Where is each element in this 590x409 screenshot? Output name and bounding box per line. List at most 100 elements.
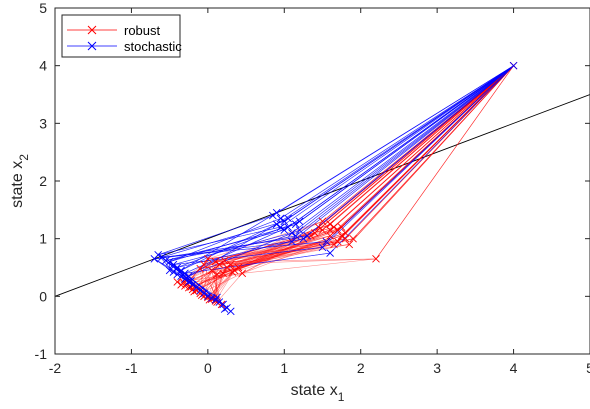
- robust-step1-marker: [307, 231, 315, 240]
- robust-step1-marker: [311, 229, 319, 237]
- robust-trajectory: [203, 65, 514, 303]
- stochastic-trajectory: [188, 65, 514, 301]
- robust-trajectory: [188, 65, 514, 288]
- robust-trajectory: [207, 65, 514, 298]
- stochastic-final-marker: [177, 272, 185, 280]
- stochastic-final-marker: [215, 298, 224, 306]
- stochastic-trajectory: [184, 65, 514, 303]
- robust-final-marker: [190, 287, 198, 296]
- stochastic-step1-marker: [291, 220, 300, 229]
- robust-trajectory: [215, 65, 514, 301]
- robust-step2-marker: [213, 270, 221, 279]
- stochastic-step1-marker: [288, 229, 296, 237]
- x-tick-label: 0: [204, 360, 212, 376]
- stochastic-trajectory: [184, 65, 514, 303]
- robust-trajectory: [201, 65, 514, 296]
- robust-step2-marker: [220, 256, 229, 265]
- robust-trajectory: [199, 65, 514, 294]
- robust-step1-marker: [333, 226, 342, 234]
- stochastic-final-marker: [226, 307, 235, 316]
- robust-step2-marker: [234, 263, 243, 272]
- robust-trajectory: [209, 65, 514, 300]
- stochastic-final-marker: [213, 293, 221, 302]
- stochastic-trajectory: [157, 65, 514, 273]
- stochastic-step1-marker: [322, 237, 331, 246]
- stochastic-step2-marker: [169, 260, 178, 269]
- robust-trajectory: [201, 65, 514, 296]
- robust-trajectory: [207, 65, 514, 298]
- stochastic-step1-marker: [284, 214, 292, 223]
- robust-step1-marker: [330, 223, 338, 231]
- robust-step1-marker: [318, 226, 327, 234]
- stochastic-step1-marker: [299, 234, 308, 243]
- stochastic-trajectory: [176, 65, 514, 309]
- robust-trajectory: [192, 65, 514, 290]
- x-tick-label: 2: [357, 360, 365, 376]
- robust-trajectory: [177, 65, 514, 283]
- y-tick-label: 5: [39, 0, 47, 16]
- x-tick-label: 4: [510, 360, 518, 376]
- stochastic-trajectory: [157, 65, 514, 299]
- robust-step1-marker: [330, 240, 338, 249]
- stochastic-step1-marker: [276, 214, 285, 223]
- stochastic-step1-marker: [295, 217, 304, 226]
- stochastic-trajectory: [157, 65, 514, 299]
- stochastic-trajectory: [157, 65, 514, 273]
- stochastic-trajectory: [172, 65, 514, 312]
- x-tick-label: 3: [433, 360, 441, 376]
- x-axis-label: state x1: [291, 382, 345, 404]
- robust-step1-marker: [349, 234, 357, 243]
- y-tick-label: 1: [39, 231, 47, 247]
- stochastic-step1-marker: [272, 208, 281, 217]
- stochastic-trajectory: [180, 65, 514, 305]
- y-tick-label: 0: [39, 288, 47, 304]
- robust-trajectory: [216, 65, 514, 303]
- robust-trajectory: [215, 65, 514, 303]
- y-tick-label: -1: [35, 346, 48, 362]
- stochastic-final-marker: [181, 275, 189, 283]
- stochastic-final-marker: [200, 289, 208, 298]
- stochastic-trajectory: [176, 65, 514, 309]
- y-axis-label-subscript: 2: [17, 154, 31, 161]
- stochastic-step1-marker: [284, 223, 292, 231]
- robust-trajectory: [193, 65, 514, 292]
- stochastic-step1-marker: [318, 243, 327, 252]
- robust-trajectory: [211, 65, 514, 300]
- x-tick-label: 5: [586, 360, 590, 376]
- robust-step1-marker: [326, 220, 334, 229]
- legend-robust-label: robust: [124, 23, 161, 38]
- robust-trajectory: [192, 65, 514, 290]
- stochastic-step2-marker: [165, 257, 174, 266]
- legend-stochastic-marker: [87, 41, 97, 51]
- robust-trajectory: [183, 65, 514, 283]
- robust-step1-marker: [341, 234, 350, 243]
- stochastic-trajectory: [157, 65, 514, 299]
- stochastic-final-marker: [220, 305, 229, 313]
- legend-box: [61, 14, 181, 58]
- robust-step1-marker: [318, 217, 327, 226]
- stochastic-start-marker: [509, 61, 518, 70]
- robust-trajectory: [211, 65, 514, 300]
- robust-step2-marker: [238, 269, 247, 278]
- robust-trajectory: [193, 65, 514, 292]
- robust-trajectory: [213, 65, 514, 299]
- robust-step1-marker: [341, 229, 350, 237]
- stochastic-trajectory: [169, 65, 514, 271]
- robust-step2-marker: [211, 257, 220, 266]
- robust-trajectory: [184, 65, 514, 287]
- robust-step2-marker: [196, 264, 205, 273]
- robust-step1-marker: [326, 226, 334, 234]
- stochastic-final-marker: [188, 280, 197, 289]
- robust-trajectory: [186, 65, 514, 284]
- robust-trajectory: [177, 65, 514, 283]
- stochastic-step1-marker: [326, 249, 334, 257]
- robust-step1-marker: [337, 231, 346, 240]
- x-tick-label: -1: [125, 360, 138, 376]
- stochastic-trajectory: [169, 65, 514, 271]
- robust-trajectory: [193, 65, 514, 292]
- stochastic-step1-marker: [280, 226, 289, 234]
- robust-trajectory: [209, 65, 514, 300]
- robust-trajectory: [199, 65, 514, 294]
